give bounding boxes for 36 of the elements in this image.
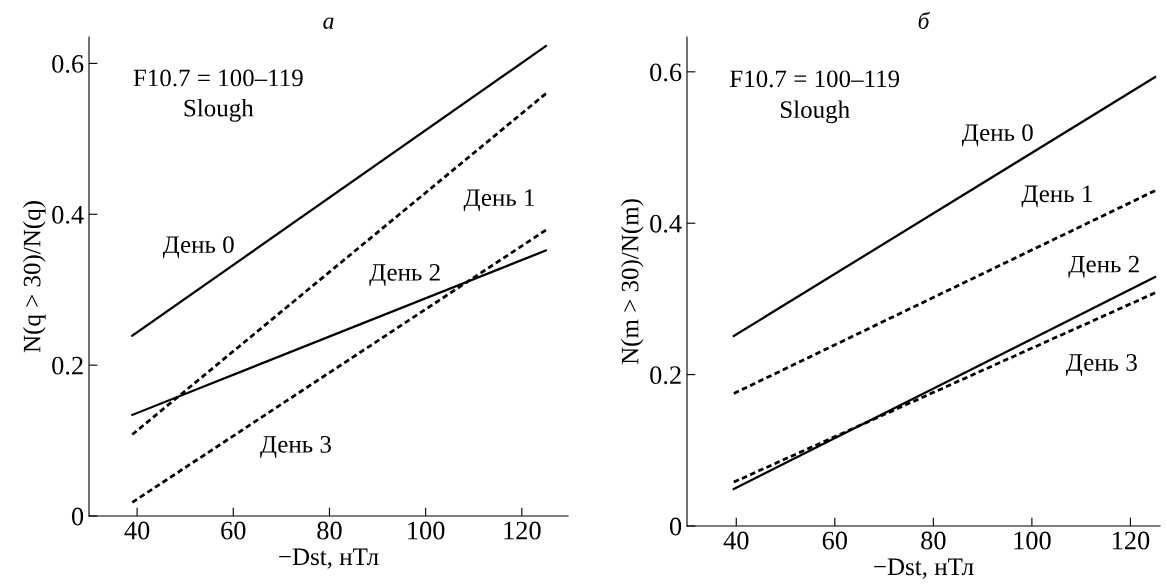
y-tick-label: 0.4 [650,214,682,233]
y-tick-label: 0 [71,507,84,526]
x-tick-label: 80 [921,531,946,550]
x-tick-label: 60 [221,521,246,540]
x-tick-label: 40 [723,531,749,550]
y-tick-label: 0.2 [650,366,681,385]
annotation: F10.7 = 100–119 [133,69,303,87]
x-tick-label: 100 [408,521,445,540]
series-label: День 0 [961,124,1033,147]
x-tick-label: 80 [317,521,342,540]
y-tick-label: 0.6 [650,63,682,82]
annotation: F10.7 = 100–119 [730,70,900,88]
x-axis-title: −Dst, нТл [279,548,379,569]
x-tick-label: 120 [504,521,541,540]
series-label: День 3 [260,436,331,458]
x-tick-label: 120 [1112,531,1150,550]
y-tick-label: 0.6 [52,55,84,73]
x-tick-label: 60 [822,531,847,550]
y-axis-title: N(q > 30)/N(q) [22,201,46,353]
chart-title: а [323,17,334,29]
series-label: День 1 [463,189,534,212]
series-label: День 2 [369,264,440,286]
annotation: Slough [780,100,850,124]
series-label: День 1 [1021,185,1092,208]
y-axis-title: N(m > 30)/N(m) [620,199,644,365]
x-tick-label: 100 [1014,531,1051,550]
y-tick-label: 0.4 [52,205,84,224]
x-axis-title: −Dst, нТл [874,558,974,579]
x-tick-label: 40 [124,521,150,540]
y-tick-label: 0 [669,517,682,536]
y-tick-label: 0.2 [52,356,83,375]
annotation: Slough [184,98,254,122]
series-label: День 0 [162,236,234,259]
series-label: День 3 [1065,354,1137,376]
series-label: День 2 [1068,255,1139,278]
chart-title: б [918,11,931,29]
